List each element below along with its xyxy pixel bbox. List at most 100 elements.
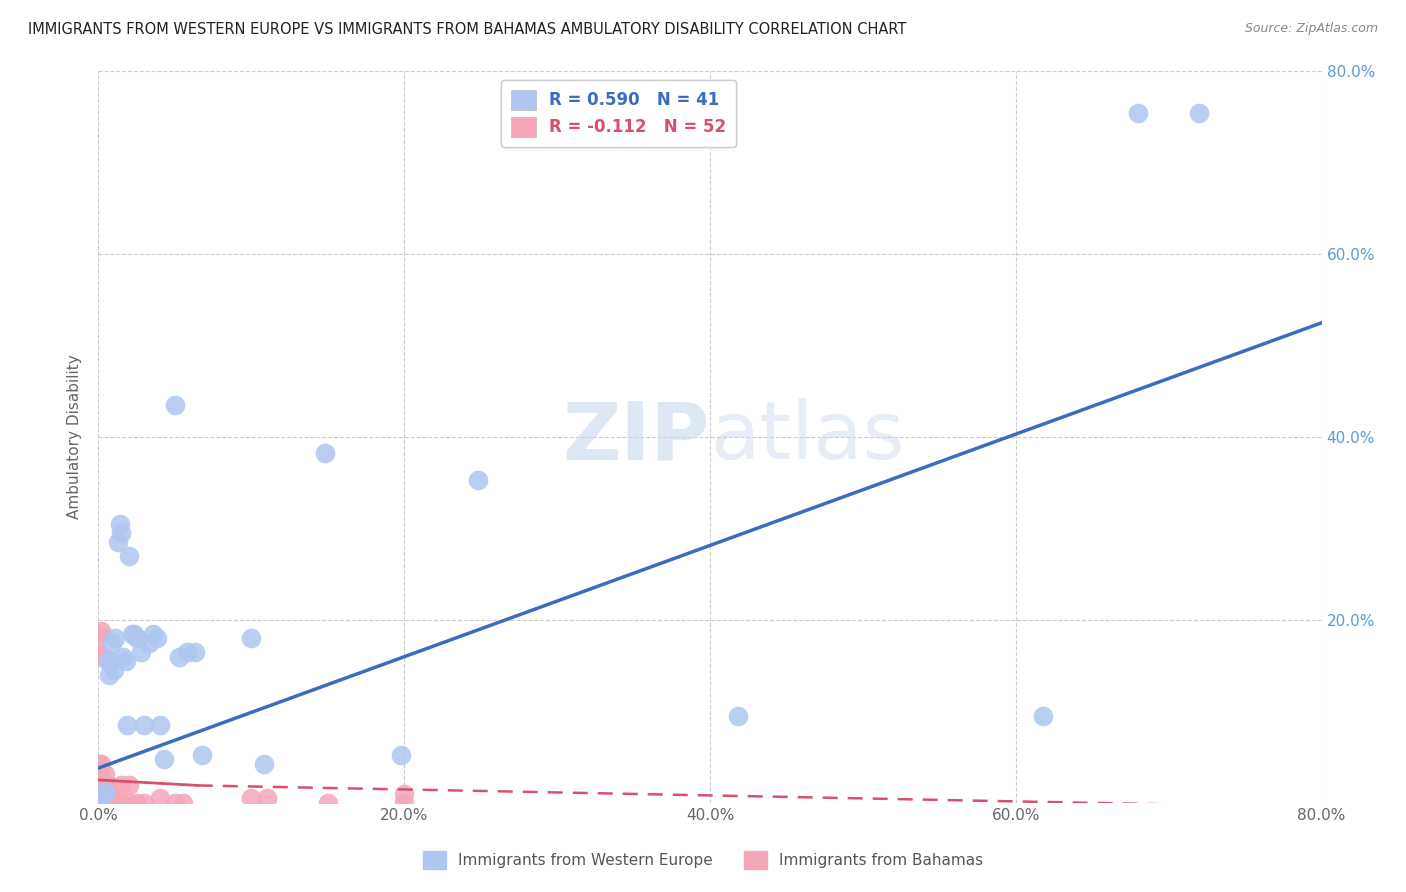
Point bbox=[107, 535, 129, 549]
Point bbox=[115, 654, 138, 668]
Text: ZIP: ZIP bbox=[562, 398, 710, 476]
Point bbox=[138, 636, 160, 650]
Point bbox=[316, 796, 339, 810]
Point bbox=[87, 782, 110, 797]
Point bbox=[89, 777, 111, 792]
Point bbox=[1032, 709, 1054, 723]
Point bbox=[90, 789, 112, 803]
Point bbox=[90, 648, 112, 662]
Point bbox=[103, 663, 125, 677]
Point bbox=[98, 667, 121, 681]
Point bbox=[240, 791, 263, 805]
Point bbox=[94, 787, 117, 801]
Point bbox=[93, 787, 115, 801]
Point bbox=[100, 654, 122, 668]
Point bbox=[91, 787, 114, 801]
Point bbox=[103, 796, 125, 810]
Y-axis label: Ambulatory Disability: Ambulatory Disability bbox=[67, 355, 83, 519]
Point bbox=[90, 787, 112, 801]
Point bbox=[89, 629, 111, 643]
Point bbox=[98, 796, 121, 810]
Point bbox=[89, 757, 111, 772]
Point bbox=[100, 787, 122, 801]
Point bbox=[89, 791, 111, 805]
Point bbox=[93, 777, 115, 792]
Point bbox=[163, 398, 186, 412]
Point bbox=[101, 636, 124, 650]
Point bbox=[110, 777, 132, 792]
Point bbox=[94, 796, 117, 810]
Point bbox=[117, 718, 139, 732]
Point bbox=[727, 709, 749, 723]
Point bbox=[172, 796, 194, 810]
Point bbox=[125, 796, 148, 810]
Point bbox=[256, 791, 278, 805]
Point bbox=[97, 787, 120, 801]
Point bbox=[163, 796, 186, 810]
Legend: Immigrants from Western Europe, Immigrants from Bahamas: Immigrants from Western Europe, Immigran… bbox=[418, 845, 988, 875]
Point bbox=[149, 791, 172, 805]
Point bbox=[97, 796, 120, 810]
Point bbox=[125, 632, 148, 646]
Point bbox=[392, 787, 416, 801]
Point bbox=[1128, 105, 1150, 120]
Point bbox=[108, 516, 131, 531]
Point bbox=[101, 796, 124, 810]
Point bbox=[134, 718, 156, 732]
Point bbox=[87, 772, 110, 787]
Legend: R = 0.590   N = 41, R = -0.112   N = 52: R = 0.590 N = 41, R = -0.112 N = 52 bbox=[501, 79, 735, 147]
Text: Source: ZipAtlas.com: Source: ZipAtlas.com bbox=[1244, 22, 1378, 36]
Point bbox=[389, 748, 412, 763]
Text: atlas: atlas bbox=[710, 398, 904, 476]
Point bbox=[93, 766, 115, 780]
Point bbox=[90, 777, 112, 792]
Point bbox=[91, 777, 114, 792]
Point bbox=[111, 649, 134, 664]
Point bbox=[142, 626, 165, 640]
Point bbox=[97, 777, 120, 792]
Point bbox=[91, 787, 114, 801]
Point bbox=[90, 768, 112, 782]
Point bbox=[87, 764, 110, 778]
Point bbox=[93, 785, 115, 799]
Point bbox=[87, 791, 110, 805]
Point bbox=[153, 752, 176, 766]
Point bbox=[392, 796, 416, 810]
Text: IMMIGRANTS FROM WESTERN EUROPE VS IMMIGRANTS FROM BAHAMAS AMBULATORY DISABILITY : IMMIGRANTS FROM WESTERN EUROPE VS IMMIGR… bbox=[28, 22, 907, 37]
Point bbox=[104, 632, 127, 646]
Point bbox=[191, 748, 214, 763]
Point bbox=[93, 796, 115, 810]
Point bbox=[252, 757, 274, 772]
Point bbox=[110, 526, 132, 541]
Point bbox=[240, 632, 263, 646]
Point bbox=[89, 796, 111, 810]
Point bbox=[98, 787, 121, 801]
Point bbox=[89, 787, 111, 801]
Point bbox=[184, 645, 207, 659]
Point bbox=[118, 796, 141, 810]
Point bbox=[134, 796, 156, 810]
Point bbox=[90, 757, 112, 772]
Point bbox=[118, 777, 141, 792]
Point bbox=[169, 649, 191, 664]
Point bbox=[91, 796, 114, 810]
Point bbox=[121, 626, 143, 640]
Point bbox=[90, 796, 112, 810]
Point bbox=[89, 648, 111, 662]
Point bbox=[118, 549, 141, 563]
Point bbox=[467, 473, 489, 487]
Point bbox=[1188, 105, 1211, 120]
Point bbox=[90, 624, 112, 638]
Point bbox=[97, 654, 120, 668]
Point bbox=[122, 626, 145, 640]
Point bbox=[176, 645, 198, 659]
Point bbox=[145, 632, 167, 646]
Point bbox=[314, 445, 336, 459]
Point bbox=[129, 645, 152, 659]
Point bbox=[149, 718, 172, 732]
Point bbox=[89, 768, 111, 782]
Point bbox=[100, 796, 122, 810]
Point bbox=[91, 649, 114, 664]
Point bbox=[110, 796, 132, 810]
Point bbox=[94, 777, 117, 792]
